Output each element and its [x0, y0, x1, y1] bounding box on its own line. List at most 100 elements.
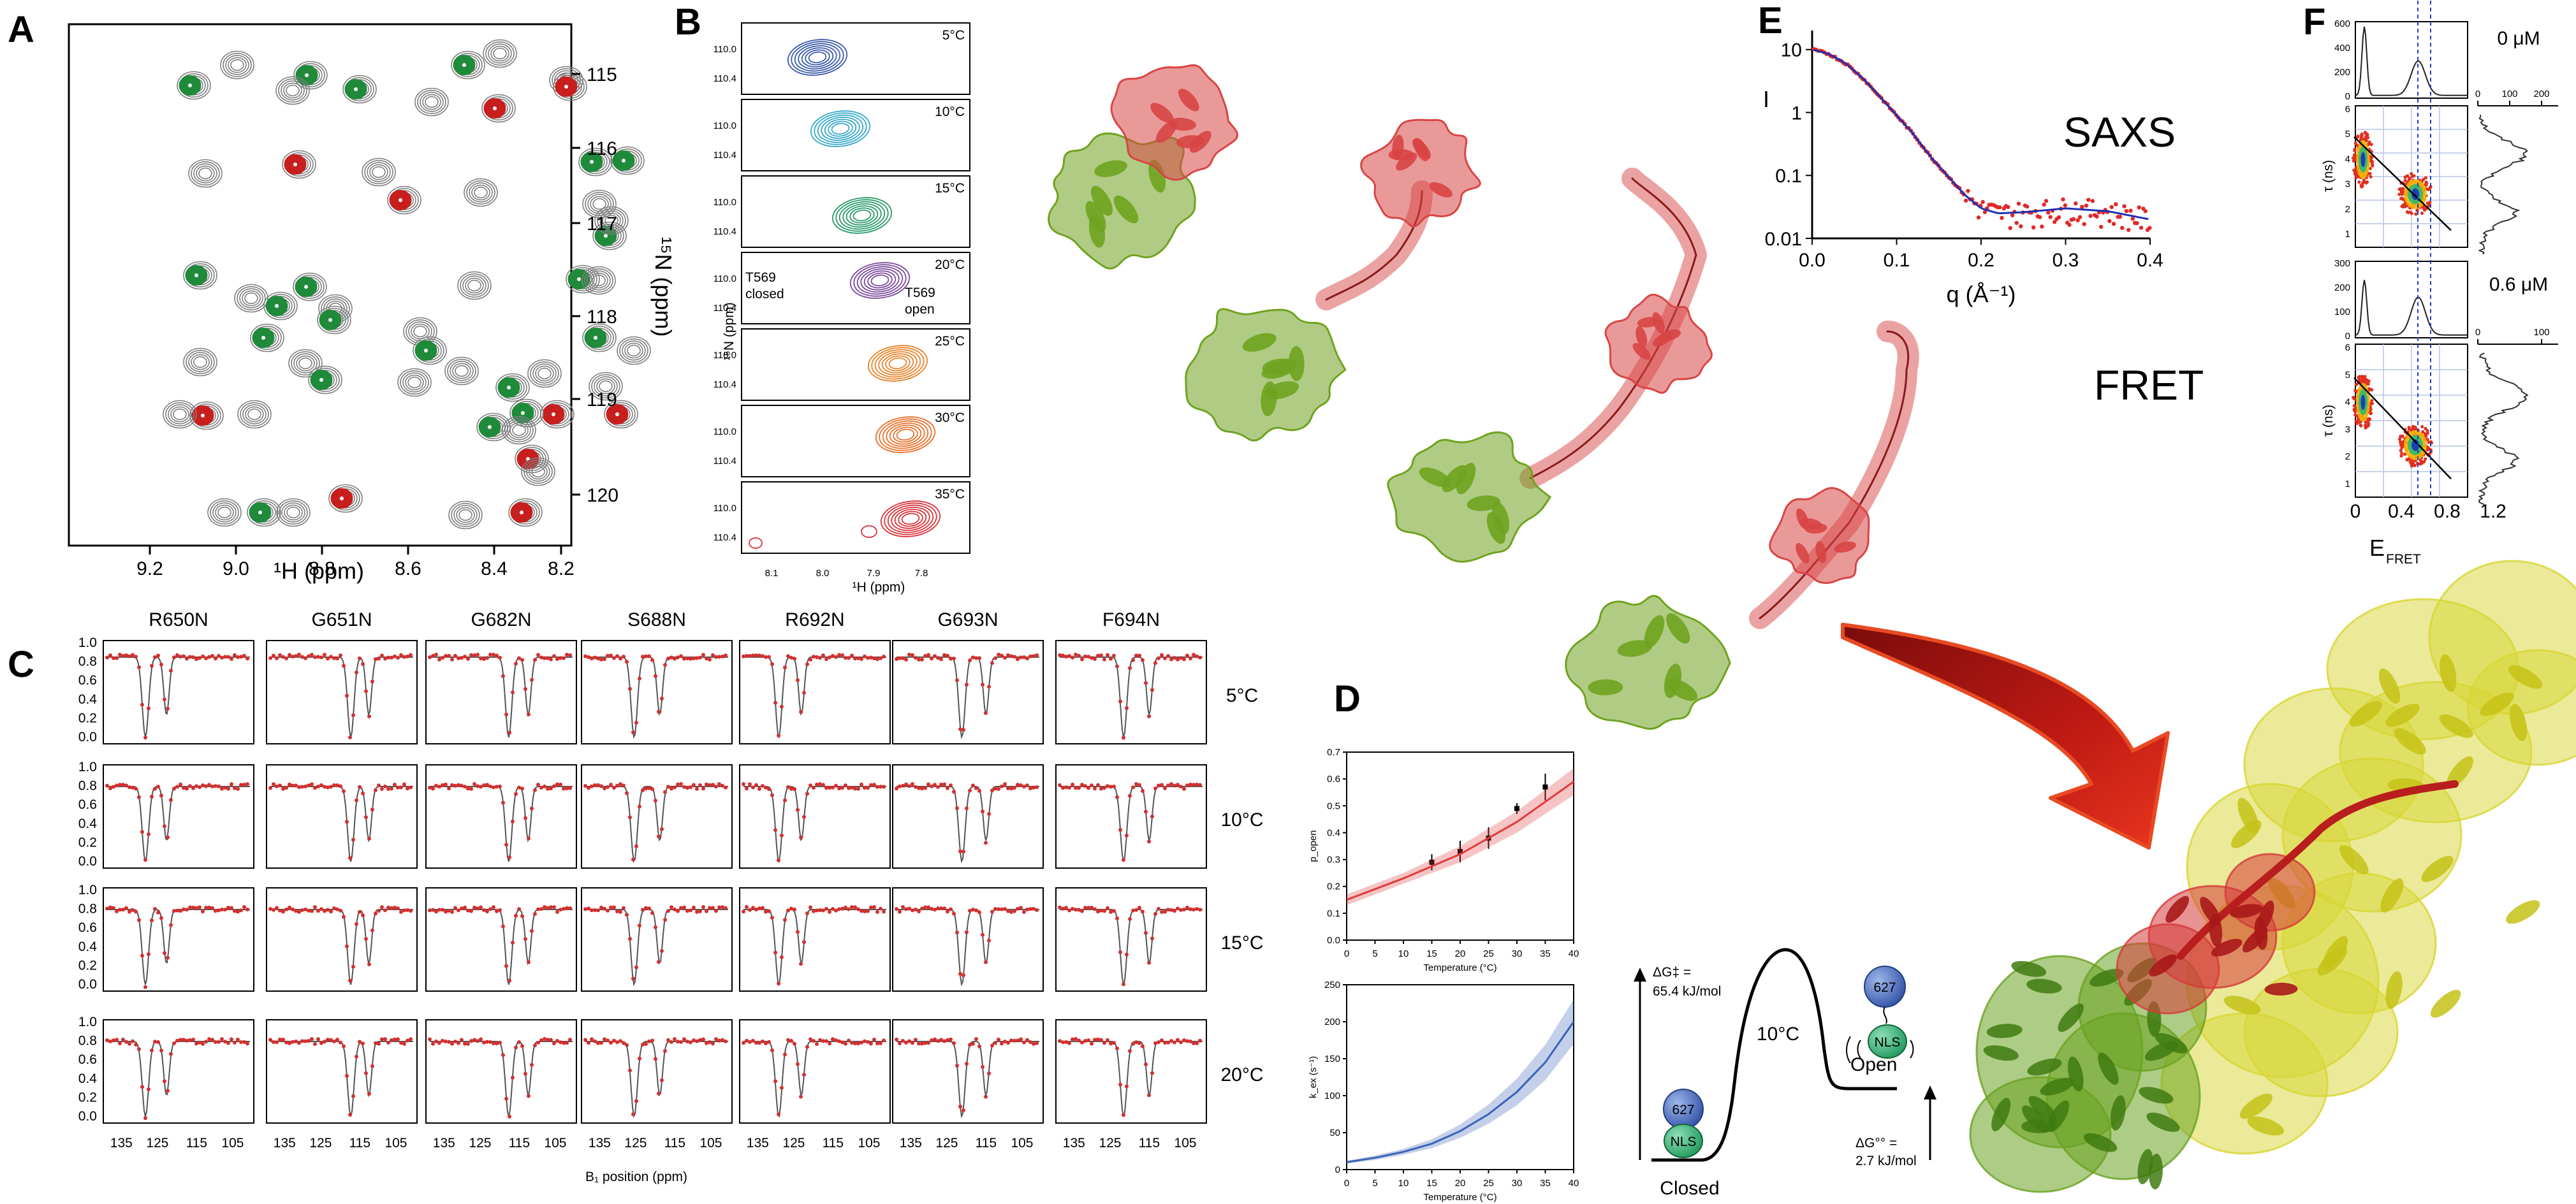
cest-data-point [437, 785, 441, 789]
nmr-peak-colored [520, 451, 536, 467]
cest-data-point [147, 706, 150, 711]
x-tick-label: 135 [274, 1136, 296, 1150]
cest-data-point [393, 905, 397, 910]
cest-data-point [802, 940, 806, 945]
cest-data-point [644, 654, 648, 658]
cest-data-point [933, 1037, 937, 1041]
x-tick-label: 8.8 [309, 558, 335, 579]
cest-data-point [872, 656, 876, 661]
efret-histogram-frame [2355, 261, 2468, 338]
cest-data-point [355, 798, 358, 802]
cest-data-point [300, 908, 304, 912]
cest-data-point [856, 1041, 860, 1046]
cest-data-point [242, 653, 246, 658]
cest-data-point [1115, 916, 1119, 920]
cest-data-point [745, 654, 749, 658]
cest-profile-frame [1055, 1019, 1207, 1124]
cest-data-point [634, 720, 638, 725]
nmr-peak-colored [615, 153, 632, 168]
cest-data-point [625, 913, 629, 917]
x-tick-label: 30 [1512, 1178, 1523, 1189]
y-tick-label: 0.6 [1327, 774, 1340, 785]
y-tick-label: 0.0 [1327, 935, 1340, 946]
cest-data-point [402, 655, 406, 659]
cest-data-point [930, 1038, 933, 1043]
cest-data-point [514, 662, 518, 666]
cest-data-point [949, 907, 953, 911]
cest-data-point [1109, 1041, 1113, 1046]
fret-burst-point [2359, 423, 2362, 427]
cest-profile-cell [266, 764, 418, 869]
cest-data-point [323, 653, 326, 657]
x-tick-label: 100 [2501, 89, 2517, 99]
nmr-peak-contour [495, 373, 530, 402]
cest-data-point [834, 1038, 838, 1043]
cest-data-point [879, 785, 882, 789]
cest-data-point [812, 909, 816, 913]
cest-data-point [552, 654, 556, 658]
nmr-peak-contour [457, 271, 492, 300]
cest-data-point [647, 906, 651, 911]
fret-burst-point [2360, 132, 2364, 136]
domain-linker [1883, 1006, 1887, 1024]
y-tick-label: 0.2 [78, 1090, 97, 1105]
y-tick-label: 110.0 [714, 120, 736, 131]
cest-data-point [622, 1041, 626, 1045]
cest-data-point [628, 1068, 632, 1073]
cest-data-point [179, 655, 182, 659]
saxs-data-point [2008, 226, 2012, 230]
motion-mark [1910, 1040, 1914, 1059]
cest-data-point [805, 792, 809, 796]
nmr-peak-center [258, 511, 262, 514]
cest-data-point [622, 906, 626, 910]
cest-data-point [663, 917, 667, 922]
cest-data-point [1125, 706, 1129, 710]
y-tick-label: 10 [1781, 40, 1802, 61]
nmr-peak-contour [284, 504, 303, 521]
cest-data-point [121, 653, 125, 658]
temperature-label: 5°C [942, 28, 965, 43]
cest-data-point [217, 908, 221, 913]
cest-profile-cell [103, 1019, 254, 1124]
domain-nls-red-helix [1388, 149, 1414, 161]
cest-data-point [818, 656, 822, 660]
cest-data-point [904, 657, 908, 662]
nmr-peak-contour [230, 59, 244, 71]
cest-data-point [323, 785, 326, 789]
cest-data-point [926, 905, 930, 910]
x-tick-label: 9.2 [136, 558, 163, 579]
spectrum-peak-contour [878, 351, 918, 376]
cest-data-point [777, 858, 780, 862]
row-temperature-label: 20°C [1220, 1064, 1263, 1085]
cest-data-point [679, 782, 683, 787]
yellow-helix [2506, 900, 2540, 924]
nmr-peak-contour [508, 498, 543, 527]
red-helix [2264, 982, 2298, 996]
cest-data-point [641, 788, 645, 792]
cest-data-point [895, 656, 898, 661]
cest-data-point [166, 706, 170, 711]
spectrum-peak-contour [894, 509, 927, 529]
cest-data-point [297, 653, 301, 657]
cest-data-point [323, 909, 326, 913]
spectrum-peak-contour [808, 51, 827, 64]
cest-data-point [523, 937, 527, 941]
nmr-peak-contour [293, 353, 318, 374]
cest-data-point [304, 907, 307, 911]
cest-data-point [946, 910, 949, 914]
cest-data-point [628, 686, 632, 691]
data-point [1542, 784, 1548, 790]
nmr-peak-contour [587, 270, 611, 291]
cest-data-point [1061, 1040, 1065, 1045]
nmr-peak-contour [602, 212, 621, 229]
cest-data-point [498, 655, 502, 660]
cest-data-point [666, 1038, 670, 1042]
cest-data-point [268, 1038, 272, 1042]
cest-data-point [441, 1038, 444, 1043]
spectrum-peak-contour [893, 426, 918, 443]
cest-data-point [987, 812, 991, 816]
cest-data-point [695, 787, 699, 791]
cest-data-point [1019, 1037, 1023, 1041]
cest-data-point [958, 972, 962, 976]
spectrum-peak-contour [880, 500, 941, 537]
